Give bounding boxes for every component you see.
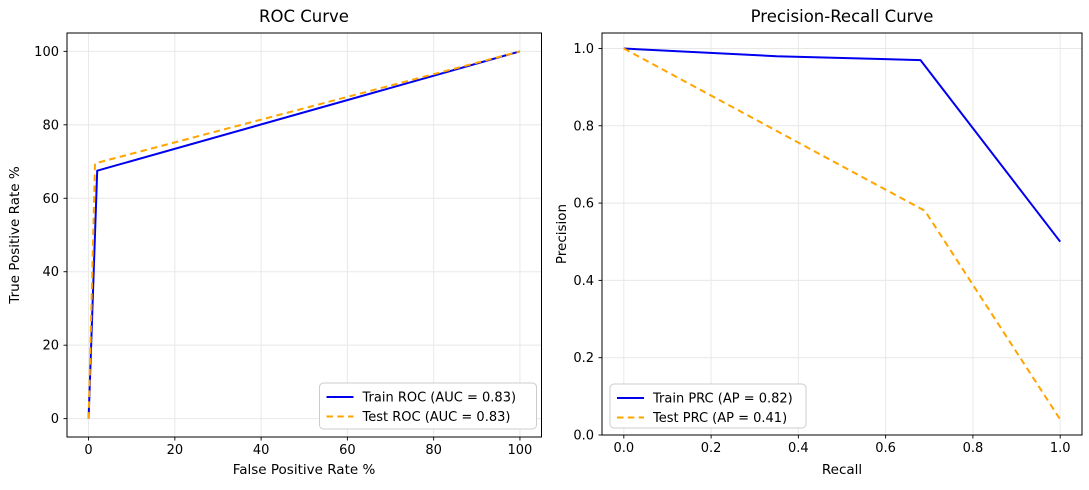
series-line-train	[87, 50, 521, 419]
x-tick-label: 0.0	[613, 441, 634, 456]
x-tick-label: 0.6	[875, 441, 896, 456]
x-tick-label: 40	[253, 443, 270, 458]
series-line-train	[623, 47, 1061, 243]
legend-entry-label: Train PRC (AP = 0.82)	[652, 392, 793, 407]
y-tick-label: 0.8	[573, 119, 594, 134]
x-tick-label: 20	[167, 443, 184, 458]
plot-area	[67, 33, 542, 437]
x-tick-label: 0.2	[701, 441, 722, 456]
y-tick-label: 80	[42, 118, 59, 133]
y-tick-label: 1.0	[573, 42, 594, 57]
x-tick-label: 0	[84, 443, 92, 458]
y-tick-label: 0	[51, 412, 59, 427]
y-tick-label: 0.2	[573, 351, 594, 366]
x-tick-label: 60	[339, 443, 356, 458]
y-axis-label: Precision	[554, 204, 570, 264]
axes-spines	[601, 32, 1083, 436]
chart-title: ROC Curve	[259, 7, 349, 26]
axes-spines	[66, 32, 542, 438]
x-tick-label: 1.0	[1050, 441, 1071, 456]
x-axis-label: False Positive Rate %	[233, 462, 376, 478]
y-tick-label: 40	[42, 265, 59, 280]
y-tick-label: 20	[42, 339, 59, 354]
x-tick-label: 80	[425, 443, 442, 458]
series-line-test	[623, 47, 1062, 421]
y-axis-label: True Positive Rate %	[7, 166, 23, 305]
legend-entry-label: Test PRC (AP = 0.41)	[652, 411, 787, 426]
x-tick-label: 100	[508, 443, 533, 458]
x-tick-label: 0.4	[788, 441, 809, 456]
y-tick-label: 100	[34, 45, 59, 60]
legend-entry-label: Train ROC (AUC = 0.83)	[362, 391, 517, 406]
plot-area	[602, 33, 1082, 435]
y-tick-label: 60	[42, 192, 59, 207]
legend-entry-label: Test ROC (AUC = 0.83)	[362, 410, 511, 425]
x-axis-label: Recall	[822, 462, 862, 478]
legend-box	[609, 383, 807, 429]
y-tick-label: 0.6	[573, 197, 594, 212]
y-tick-label: 0.4	[573, 274, 594, 289]
chart-title: Precision-Recall Curve	[751, 7, 934, 26]
y-tick-label: 0.0	[573, 429, 594, 444]
x-tick-label: 0.8	[963, 441, 984, 456]
legend-box	[319, 382, 537, 430]
